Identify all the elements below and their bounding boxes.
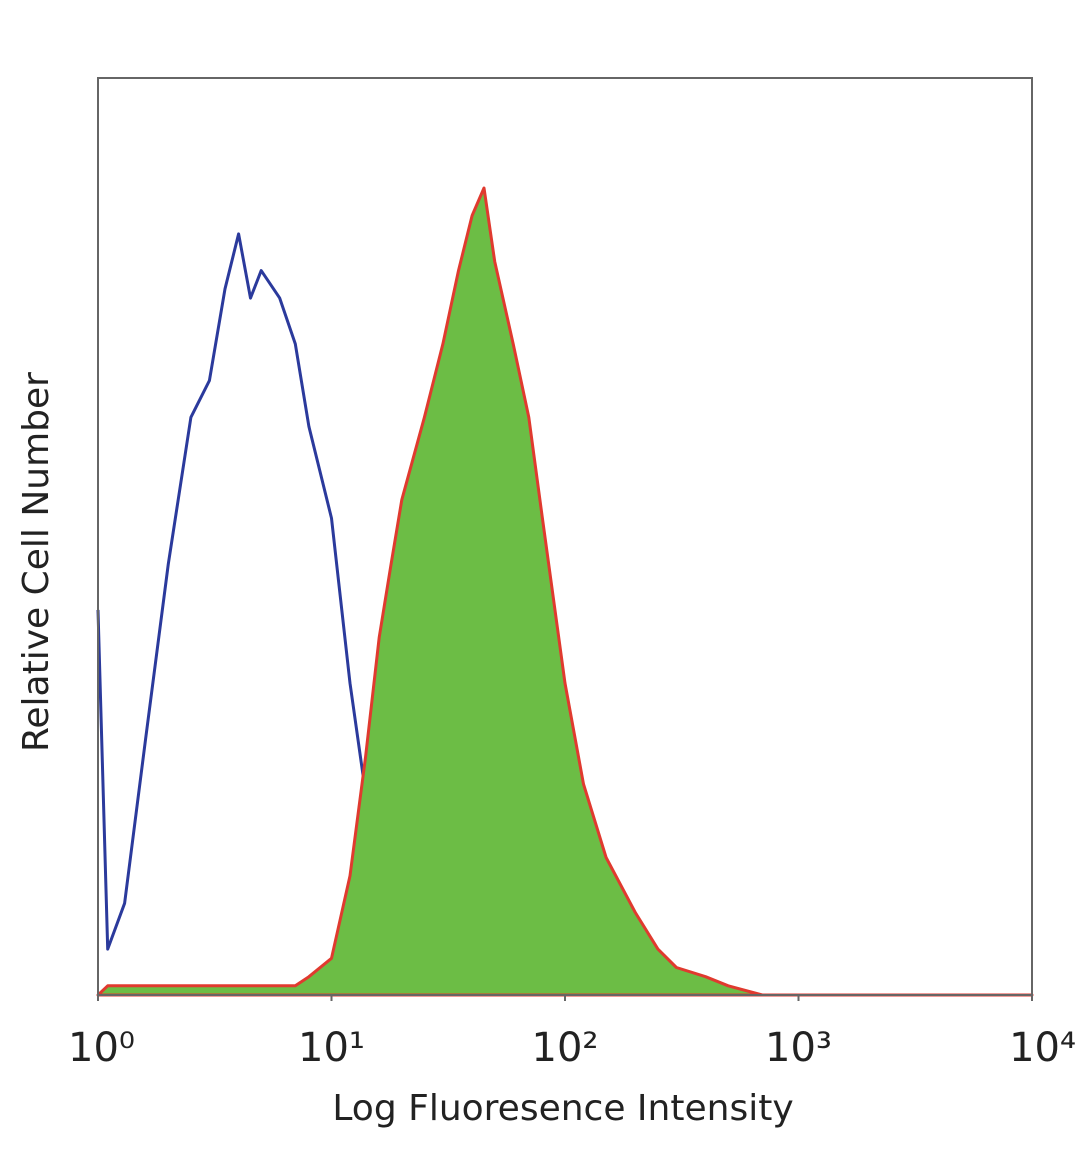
x-tick-label: 10¹ <box>298 1025 365 1071</box>
x-tick-label: 10³ <box>765 1025 832 1071</box>
x-tick-label: 10⁴ <box>1009 1025 1076 1071</box>
x-tick-label: 10² <box>532 1025 599 1071</box>
x-tick-label: 10⁰ <box>68 1025 135 1071</box>
x-axis-label: Log Fluoresence Intensity <box>332 1088 793 1129</box>
histogram-area <box>96 186 1034 997</box>
y-axis-label: Relative Cell Number <box>16 372 57 752</box>
